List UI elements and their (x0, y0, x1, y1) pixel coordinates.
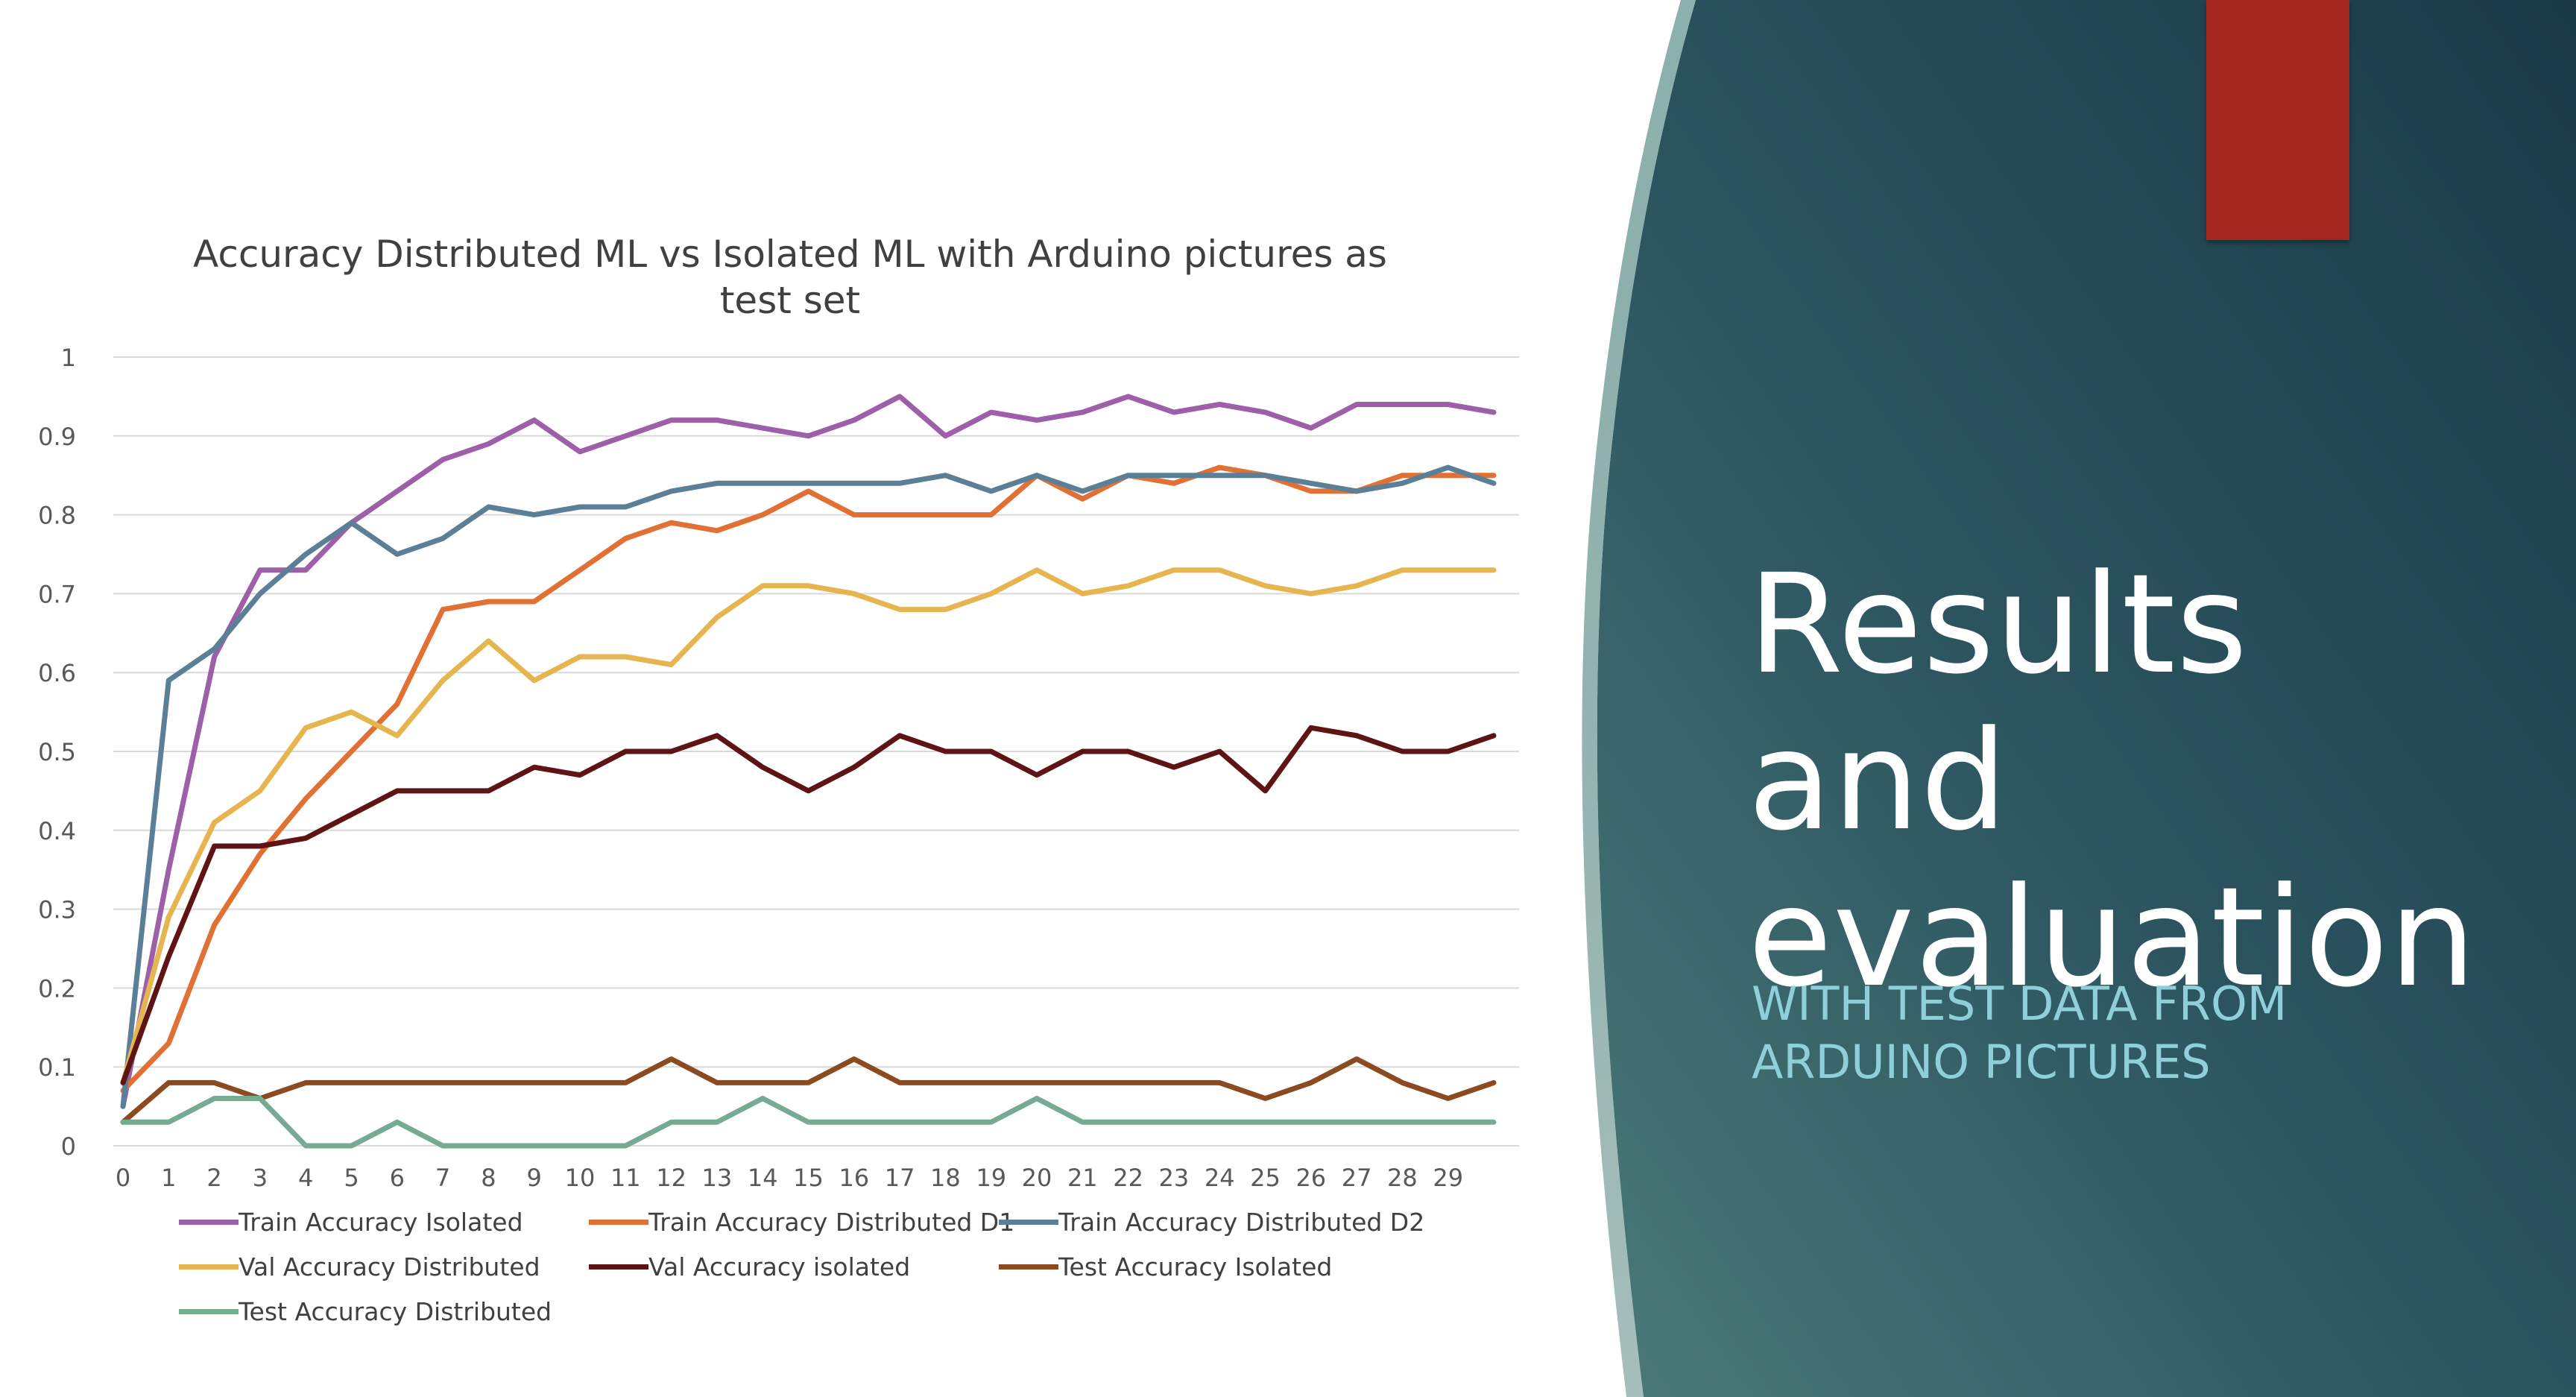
slide-title-line-3: evaluation (1748, 858, 2477, 1018)
x-tick-label: 23 (1159, 1164, 1190, 1192)
slide-title-line-1: Results (1748, 545, 2249, 705)
x-tick-label: 21 (1067, 1164, 1098, 1192)
legend-swatch (179, 1309, 239, 1314)
x-tick-label: 10 (565, 1164, 596, 1192)
x-tick-label: 20 (1022, 1164, 1052, 1192)
series-line-6 (120, 1056, 1497, 1125)
x-tick-label: 6 (390, 1164, 405, 1192)
y-tick-label: 0.2 (38, 974, 76, 1003)
x-tick-label: 15 (793, 1164, 824, 1192)
legend-label: Val Accuracy Distributed (239, 1252, 540, 1281)
legend-swatch (179, 1264, 239, 1270)
accent-tab (2206, 0, 2349, 240)
x-tick-label: 5 (344, 1164, 359, 1192)
y-tick-label: 1 (61, 344, 76, 372)
y-tick-label: 0.5 (38, 738, 76, 766)
x-tick-label: 17 (885, 1164, 915, 1192)
series-line-7 (120, 1096, 1497, 1149)
chart-title-line-2: test set (719, 279, 861, 322)
legend-swatch (999, 1220, 1058, 1225)
series-line-4 (120, 567, 1497, 1085)
x-tick-label: 28 (1387, 1164, 1418, 1192)
legend-label: Test Accuracy Distributed (239, 1297, 552, 1326)
x-tick-label: 18 (930, 1164, 961, 1192)
x-tick-label: 13 (702, 1164, 733, 1192)
chart-title: Accuracy Distributed ML vs Isolated ML w… (134, 231, 1446, 324)
x-tick-label: 2 (206, 1164, 221, 1192)
series-line-3 (120, 464, 1497, 1109)
x-tick-label: 27 (1342, 1164, 1372, 1192)
x-tick-label: 0 (116, 1164, 130, 1192)
legend-swatch (999, 1264, 1058, 1270)
slide-subtitle: WITH TEST DATA FROM ARDUINO PICTURES (1752, 975, 2422, 1091)
slide-subtitle-line-2: ARDUINO PICTURES (1752, 1035, 2211, 1089)
legend-label: Test Accuracy Isolated (1058, 1252, 1333, 1281)
x-tick-label: 1 (161, 1164, 176, 1192)
x-tick-label: 24 (1205, 1164, 1235, 1192)
x-tick-label: 26 (1295, 1164, 1326, 1192)
legend-item: Train Accuracy Distributed D1 (589, 1208, 1014, 1237)
x-tick-label: 22 (1113, 1164, 1143, 1192)
background-panel (1597, 0, 2576, 1397)
legend-swatch (179, 1220, 239, 1225)
legend-item: Val Accuracy isolated (589, 1252, 910, 1281)
x-tick-label: 9 (527, 1164, 542, 1192)
legend-label: Train Accuracy Isolated (239, 1208, 523, 1237)
legend-swatch (589, 1264, 648, 1270)
x-tick-label: 19 (976, 1164, 1006, 1192)
series-line-2 (120, 464, 1497, 1094)
slide-title: Results and evaluation (1748, 546, 2538, 1016)
y-tick-label: 0.9 (38, 423, 76, 451)
legend-label: Val Accuracy isolated (648, 1252, 911, 1281)
x-tick-label: 25 (1250, 1164, 1281, 1192)
x-tick-label: 29 (1433, 1164, 1463, 1192)
x-tick-label: 3 (253, 1164, 268, 1192)
legend-label: Train Accuracy Distributed D1 (648, 1208, 1015, 1237)
legend-swatch (589, 1220, 648, 1225)
x-tick-label: 12 (656, 1164, 686, 1192)
legend-label: Train Accuracy Distributed D2 (1058, 1208, 1425, 1237)
slide-subtitle-line-1: WITH TEST DATA FROM (1752, 977, 2288, 1031)
legend-item: Test Accuracy Distributed (179, 1297, 552, 1326)
y-tick-label: 0.1 (38, 1053, 76, 1082)
panel-stripe (1582, 0, 1696, 1397)
y-tick-label: 0.7 (38, 580, 76, 608)
legend-item: Val Accuracy Distributed (179, 1252, 540, 1281)
x-tick-label: 14 (748, 1164, 778, 1192)
x-tick-label: 4 (298, 1164, 313, 1192)
x-tick-label: 11 (610, 1164, 641, 1192)
series-line-5 (120, 725, 1497, 1085)
y-tick-label: 0.4 (38, 817, 76, 845)
legend-item: Train Accuracy Distributed D2 (999, 1208, 1424, 1237)
x-tick-label: 8 (481, 1164, 496, 1192)
y-tick-label: 0.3 (38, 896, 76, 924)
y-tick-label: 0.6 (38, 659, 76, 687)
y-tick-label: 0.8 (38, 502, 76, 530)
legend-item: Test Accuracy Isolated (999, 1252, 1332, 1281)
chart-title-line-1: Accuracy Distributed ML vs Isolated ML w… (193, 233, 1387, 276)
x-tick-label: 7 (435, 1164, 450, 1192)
legend-item: Train Accuracy Isolated (179, 1208, 523, 1237)
x-tick-label: 16 (839, 1164, 869, 1192)
slide-title-line-2: and (1748, 701, 2009, 862)
y-tick-label: 0 (61, 1132, 76, 1161)
